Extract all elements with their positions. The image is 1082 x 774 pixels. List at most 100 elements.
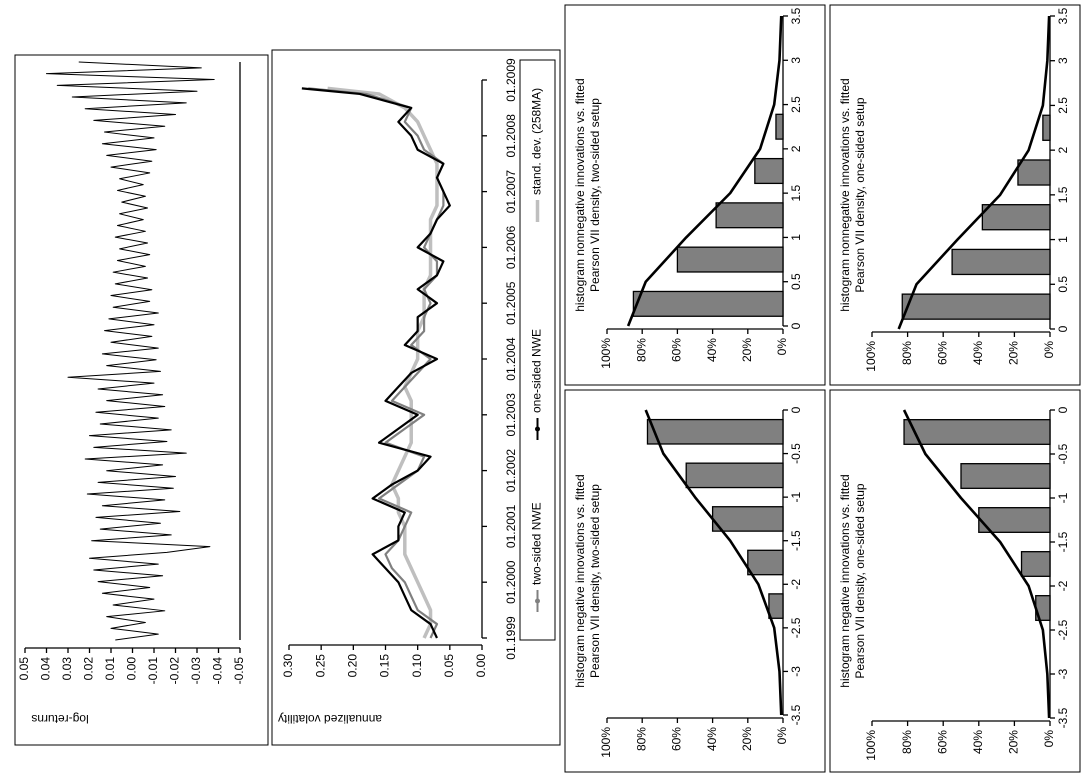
y-tick-label: 100%: [599, 727, 613, 758]
fitted-curve: [902, 409, 1051, 719]
legend-label: two-sided NWE: [530, 502, 544, 585]
bar: [768, 593, 784, 619]
y-tick-label: -0.02: [168, 657, 182, 685]
y-tick-label: 20%: [740, 727, 754, 751]
bar: [1042, 114, 1051, 141]
y-tick-label: 0%: [775, 727, 789, 745]
legend-label: one-sided NWE: [530, 329, 544, 413]
x-tick-label: 0.5: [789, 273, 803, 290]
y-tick-label: 0.03: [60, 657, 74, 681]
x-tick-label: 2: [1056, 146, 1070, 153]
y-tick-label: 40%: [971, 341, 985, 365]
bar: [960, 463, 1051, 489]
x-tick-label: 01.2002: [504, 449, 518, 493]
x-tick-label: 1.5: [1056, 186, 1070, 203]
y-tick-label: -0.03: [189, 657, 203, 685]
x-tick-label: 2.5: [1056, 97, 1070, 114]
x-tick-label: -0.5: [1056, 443, 1070, 464]
panel-frame: [14, 54, 269, 746]
bar: [775, 113, 784, 140]
panel-frame: [829, 4, 1081, 386]
x-tick-label: -1.5: [1056, 531, 1070, 552]
y-tick-label: 0.10: [410, 654, 424, 678]
legend-marker: [535, 426, 540, 432]
y-tick-label: 0.00: [125, 657, 139, 681]
chart-title: histogram negative innovations vs. fitte…: [838, 474, 852, 687]
y-tick-label: 20%: [740, 338, 754, 362]
chart-subtitle: Pearson VII density, two-sided setup: [588, 98, 602, 292]
x-tick-label: 01.2001: [504, 504, 518, 548]
x-tick-label: 0: [789, 406, 803, 413]
y-tick-label: 60%: [935, 730, 949, 754]
x-tick-label: -0.5: [789, 443, 803, 464]
y-tick-label: 60%: [670, 338, 684, 362]
y-tick-label: 20%: [1007, 341, 1021, 365]
bar: [715, 202, 784, 229]
y-tick-label: 40%: [971, 730, 985, 754]
panel-frame: [564, 389, 826, 773]
y-tick-label: 80%: [634, 727, 648, 751]
y-tick-label: 0.25: [313, 654, 327, 678]
bar: [903, 419, 1051, 445]
legend-label: stand. dev. (258MA): [530, 88, 544, 195]
y-tick-label: 80%: [900, 730, 914, 754]
y-tick-label: 0.30: [281, 654, 295, 678]
x-tick-label: 01.2004: [504, 337, 518, 381]
x-tick-label: 1: [1056, 236, 1070, 243]
x-tick-label: 2: [789, 145, 803, 152]
x-tick-label: 0: [1056, 406, 1070, 413]
y-tick-label: 80%: [634, 338, 648, 362]
bar: [632, 290, 784, 317]
legend-marker: [535, 598, 540, 604]
y-tick-label: 40%: [705, 727, 719, 751]
x-tick-label: 01.2007: [504, 170, 518, 214]
y-tick-label: 0.15: [378, 654, 392, 678]
x-tick-label: -1: [1056, 492, 1070, 503]
panel-frame: [829, 389, 1081, 773]
x-tick-label: 3: [1056, 57, 1070, 64]
chart-subtitle: Pearson VII density, one-sided setup: [853, 483, 867, 679]
y-tick-label: 20%: [1007, 730, 1021, 754]
y-tick-label: 0.02: [82, 657, 96, 681]
x-tick-label: 3: [789, 57, 803, 64]
x-tick-label: -2: [1056, 580, 1070, 591]
x-tick-label: 01.2000: [504, 560, 518, 604]
series-line: [301, 87, 451, 639]
y-tick-label: 0%: [775, 338, 789, 356]
x-tick-label: -2: [789, 579, 803, 590]
x-tick-label: -3.5: [1056, 707, 1070, 728]
series-line: [46, 61, 215, 641]
chart-title: histogram nonnegative innovations vs. fi…: [838, 78, 852, 311]
x-tick-label: 01.2006: [504, 225, 518, 269]
x-tick-label: 01.2008: [504, 114, 518, 158]
bar: [676, 246, 784, 273]
y-tick-label: 0%: [1042, 341, 1056, 359]
series-line: [327, 86, 439, 639]
x-tick-label: -1: [789, 491, 803, 502]
chart-subtitle: Pearson VII density, one-sided setup: [853, 97, 867, 293]
x-tick-label: 1: [789, 234, 803, 241]
bar: [711, 506, 784, 532]
y-tick-label: -0.04: [211, 657, 225, 685]
bar: [1020, 551, 1051, 577]
x-tick-label: 0: [789, 322, 803, 329]
x-tick-label: 0: [1056, 325, 1070, 332]
bar: [754, 157, 784, 185]
x-tick-label: -3: [789, 666, 803, 677]
bar: [981, 204, 1051, 231]
fitted-curve: [644, 409, 783, 716]
y-tick-label: 40%: [705, 338, 719, 362]
axis-label: log-returns: [31, 712, 88, 726]
x-tick-label: -3.5: [789, 704, 803, 725]
legend-box: [519, 59, 556, 641]
x-tick-label: 0.5: [1056, 276, 1070, 293]
x-tick-label: 01.2005: [504, 281, 518, 325]
x-tick-label: 1.5: [789, 184, 803, 201]
bar: [646, 418, 784, 445]
y-tick-label: 80%: [900, 341, 914, 365]
y-tick-label: 0%: [1042, 730, 1056, 748]
axis-label: annualized volatility: [278, 712, 382, 726]
y-tick-label: 100%: [864, 341, 878, 372]
x-tick-label: -2.5: [1056, 619, 1070, 640]
